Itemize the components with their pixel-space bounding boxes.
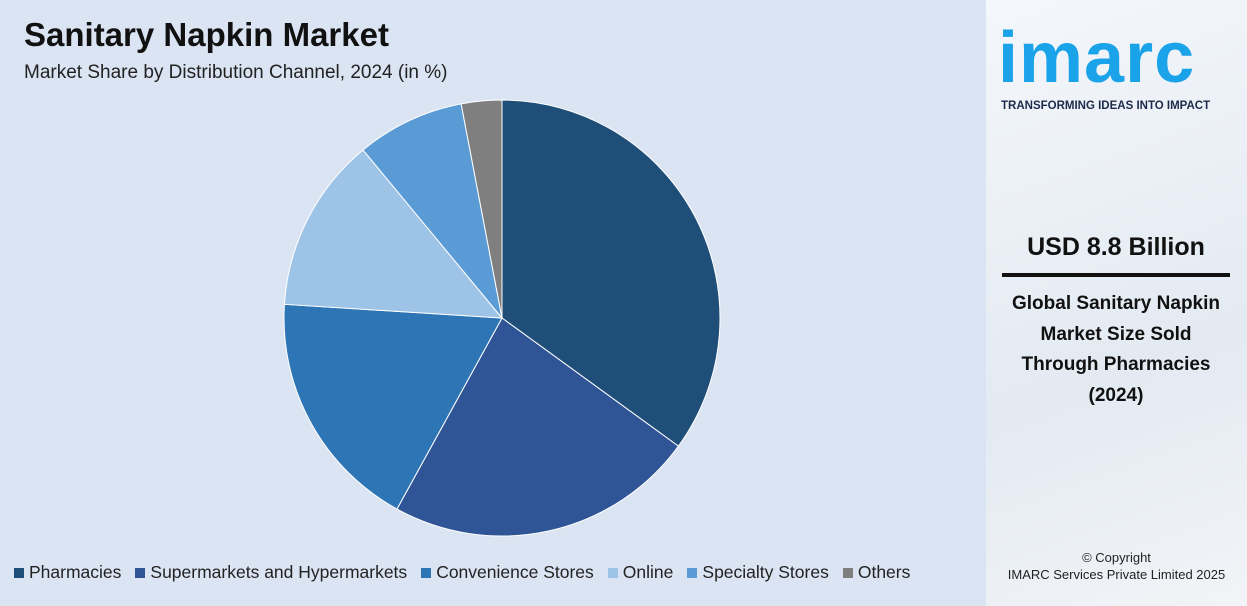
copyright: © Copyright IMARC Services Private Limit… — [986, 549, 1247, 583]
legend-label: Convenience Stores — [436, 562, 594, 582]
headline: USD 8.8 Billion — [1027, 233, 1205, 261]
copyright-line: © Copyright — [1082, 550, 1151, 565]
pie-slice — [283, 303, 503, 510]
legend-label: Pharmacies — [29, 562, 122, 582]
pie-slice — [460, 99, 503, 319]
legend-label: Online — [622, 562, 674, 582]
legend-label: Others — [857, 562, 911, 582]
chart-panel: Sanitary Napkin Market Market Share by D… — [0, 0, 986, 606]
pie-slice — [283, 149, 504, 319]
legend-swatch — [135, 567, 146, 578]
pie-chart — [283, 99, 721, 537]
legend-item: Others — [842, 562, 911, 583]
description: Global Sanitary Napkin Market Size Sold … — [1012, 293, 1220, 406]
chart-title: Sanitary Napkin Market — [24, 16, 389, 53]
copyright-line: IMARC Services Private Limited 2025 — [1007, 567, 1226, 582]
legend-swatch — [421, 567, 432, 578]
legend-label: Supermarkets and Hypermarkets — [150, 562, 408, 582]
pie-slice — [396, 317, 680, 537]
legend-item: Pharmacies — [14, 562, 121, 583]
pie-slice — [362, 103, 503, 319]
divider — [1002, 273, 1230, 277]
legend: Pharmacies Supermarkets and Hypermarkets C… — [14, 562, 910, 583]
legend-swatch — [842, 567, 853, 578]
pie-slice — [501, 99, 721, 447]
legend-item: Convenience Stores — [421, 562, 594, 583]
legend-label: Specialty Stores — [702, 562, 829, 582]
legend-item: Specialty Stores — [687, 562, 829, 583]
legend-swatch — [687, 567, 698, 578]
chart-subtitle: Market Share by Distribution Channel, 20… — [24, 62, 448, 83]
legend-swatch — [607, 567, 618, 578]
legend-item: Supermarkets and Hypermarkets — [135, 562, 407, 583]
legend-item: Online — [607, 562, 674, 583]
logo: imarc — [998, 18, 1196, 98]
tagline: TRANSFORMING IDEAS INTO IMPACT — [1001, 100, 1211, 112]
legend-swatch — [14, 567, 24, 578]
sidebar: imarc TRANSFORMING IDEAS INTO IMPACT USD… — [986, 0, 1247, 606]
